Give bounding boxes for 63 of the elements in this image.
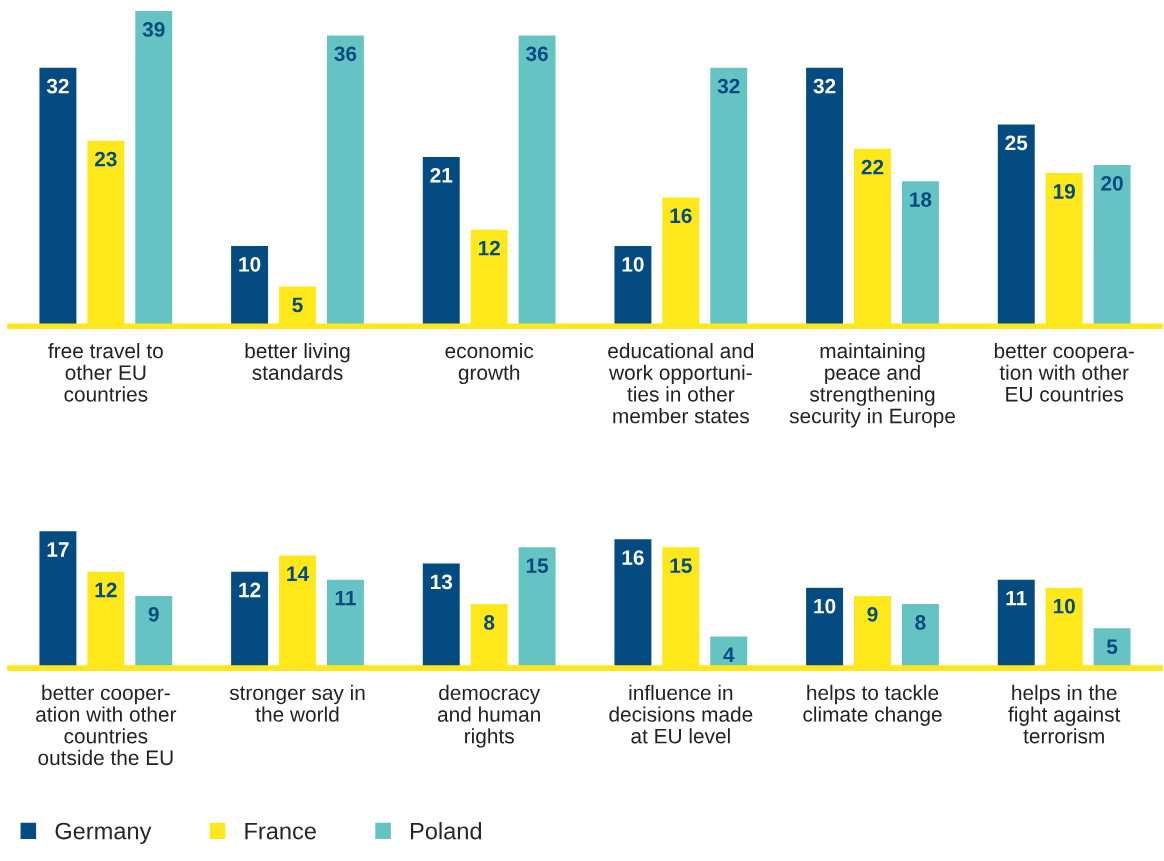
- x-tick-label: better coopera- tion with other EU countries: [994, 342, 1134, 402]
- x-tick-label: free travel to other EU countries: [48, 342, 163, 402]
- data-label: 9: [867, 606, 878, 622]
- data-label: 23: [94, 151, 117, 167]
- data-label: 12: [478, 240, 500, 256]
- data-label: 9: [148, 606, 159, 622]
- data-label: 10: [622, 256, 644, 272]
- legend-label: Germany: [55, 822, 152, 845]
- data-label: 12: [239, 582, 261, 598]
- legend-label: Poland: [410, 822, 482, 840]
- x-tick-label: educational and work opportuni- ties in other member states: [608, 342, 754, 424]
- x-tick-label: helps to tackle climate change: [803, 684, 942, 726]
- bar: [38, 66, 78, 327]
- data-label: 13: [430, 574, 453, 590]
- x-tick-label: influence in decisions made at EU level: [609, 684, 753, 744]
- data-label: 15: [670, 558, 692, 574]
- data-label: 32: [46, 78, 69, 94]
- bar: [900, 179, 941, 327]
- x-tick-label: stronger say in the world: [229, 684, 365, 722]
- data-label: 10: [239, 256, 261, 272]
- bar: [229, 244, 270, 327]
- data-label: 25: [1005, 135, 1028, 151]
- data-label: 32: [813, 78, 836, 94]
- bar: [996, 123, 1037, 327]
- x-tick-label: better living standards: [245, 342, 350, 380]
- data-label: 14: [287, 566, 309, 581]
- data-label: 20: [1101, 175, 1123, 191]
- bar: [421, 155, 462, 327]
- data-label: 4: [723, 647, 735, 662]
- bar: [133, 9, 174, 327]
- data-label: 36: [334, 46, 357, 62]
- data-label: 17: [47, 542, 69, 557]
- data-label: 16: [670, 208, 692, 224]
- x-tick-label: economic growth: [445, 342, 534, 385]
- bar: [325, 34, 366, 327]
- x-tick-label: democracy and human rights: [437, 684, 541, 748]
- bar: [613, 244, 653, 327]
- bar: [804, 66, 845, 327]
- data-label: 8: [915, 615, 926, 630]
- data-label: 11: [1006, 590, 1027, 606]
- data-label: 19: [1053, 184, 1075, 199]
- data-label: 5: [292, 297, 303, 313]
- data-label: 5: [1106, 639, 1118, 655]
- data-label: 8: [484, 615, 495, 630]
- bar: [517, 34, 557, 327]
- data-label: 15: [526, 558, 549, 574]
- data-label: 12: [95, 582, 117, 598]
- bar: [1092, 163, 1132, 327]
- data-label: 22: [861, 159, 884, 175]
- data-label: 10: [1053, 598, 1075, 614]
- legend-label: France: [245, 822, 316, 840]
- data-label: 21: [430, 167, 453, 183]
- data-label: 18: [910, 192, 932, 207]
- data-label: 32: [717, 78, 740, 94]
- data-label: 10: [814, 598, 836, 614]
- data-label: 11: [335, 590, 356, 606]
- data-label: 39: [142, 22, 165, 37]
- x-tick-label: helps in the fight against terrorism: [1008, 684, 1121, 744]
- x-tick-label: better cooper- ation with other countries outside the EU: [36, 684, 177, 766]
- data-label: 36: [525, 46, 548, 62]
- data-label: 16: [622, 550, 644, 565]
- bar: [708, 66, 749, 327]
- x-tick-label: maintaining peace and strengthening security in Europe: [789, 342, 955, 428]
